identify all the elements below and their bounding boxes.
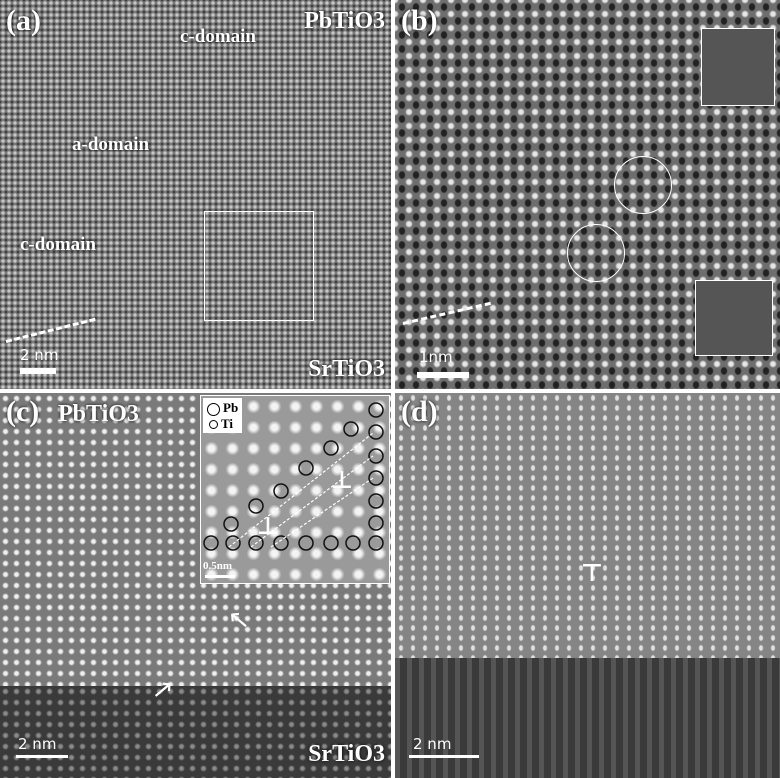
scale-bar [417, 372, 469, 378]
atomic-model-overlay [203, 402, 384, 551]
legend: Pb Ti [203, 398, 243, 433]
inset-scale-text: 0.5nm [203, 560, 233, 572]
legend-item-pb: Pb [207, 400, 238, 416]
domain-label: a-domain [72, 134, 150, 155]
region-box [204, 211, 314, 321]
material-label-top: PbTiO3 [58, 401, 139, 427]
material-label-top: PbTiO3 [304, 8, 385, 34]
inset-box [701, 28, 775, 106]
atomic-model-inset: Pb Ti ⊥ ⊥ 0.5nm [200, 395, 390, 584]
scale-text: 1nm [419, 348, 453, 366]
panel-c-haadf-image: (c) PbTiO3 Pb Ti ⊥ ⊥ 0.5nm → → 2 nm SrTi… [0, 393, 391, 778]
dislocation-symbol: ⊤ [581, 559, 603, 587]
substrate-region [0, 686, 391, 778]
panel-a-hrtem-image: (a) PbTiO3 c-domain a-domain c-domain 2 … [0, 0, 391, 389]
scale-text: 2 nm [20, 346, 59, 364]
inset-scale-bar [205, 575, 235, 578]
defect-circle [614, 156, 672, 214]
dislocation-symbol: ⊥ [331, 466, 353, 494]
panel-d-haadf-image: (d) ⊤ 2 nm [395, 393, 780, 778]
arrow-icon: → [220, 601, 257, 639]
scale-text: 2 nm [413, 735, 452, 753]
domain-label: c-domain [180, 26, 256, 47]
legend-item-ti: Ti [207, 416, 238, 431]
dislocation-symbol: ⊥ [257, 512, 279, 540]
scale-text: 2 nm [18, 735, 57, 753]
scale-bar [16, 755, 68, 758]
panel-b-hrtem-image: (b) 1nm [395, 0, 780, 389]
interface-line [402, 301, 492, 325]
panel-label: (c) [6, 395, 40, 428]
interface-line [5, 317, 96, 343]
inset-box [695, 280, 773, 356]
material-label-bottom: SrTiO3 [308, 356, 385, 382]
panel-label: (d) [401, 395, 438, 428]
panel-label: (b) [401, 4, 438, 37]
material-label-bottom: SrTiO3 [308, 741, 385, 767]
scale-bar [20, 368, 56, 374]
substrate-region [395, 658, 780, 778]
domain-label: c-domain [20, 234, 96, 255]
defect-circle [567, 224, 625, 282]
panel-label: (a) [6, 4, 41, 37]
scale-bar [409, 755, 479, 758]
